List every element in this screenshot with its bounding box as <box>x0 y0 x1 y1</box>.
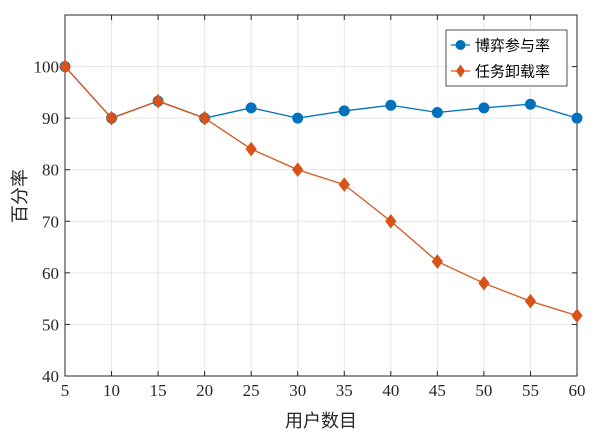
y-tick-label: 90 <box>42 109 59 128</box>
y-tick-label: 50 <box>42 315 59 334</box>
x-tick-label: 20 <box>196 381 213 400</box>
legend-marker-offload <box>456 64 465 78</box>
y-axis-title: 百分率 <box>10 169 31 223</box>
series-line-2 <box>64 66 578 317</box>
x-tick-label: 15 <box>150 381 167 400</box>
legend-marker-participation <box>455 40 466 50</box>
data-point-offload <box>431 254 443 269</box>
y-tick-label: 80 <box>42 161 59 180</box>
x-tick-label: 60 <box>569 381 586 400</box>
data-point-offload <box>199 110 211 126</box>
series <box>59 59 583 323</box>
x-tick-label: 55 <box>522 381 539 400</box>
x-tick-label: 5 <box>61 381 70 400</box>
data-point-participation <box>245 102 257 114</box>
data-point-participation <box>385 99 397 111</box>
y-tick-label: 70 <box>42 212 59 231</box>
data-point-offload <box>338 177 350 192</box>
legend-box <box>445 29 568 87</box>
data-point-offload <box>152 93 164 109</box>
data-point-offload <box>105 110 118 126</box>
data-point-participation <box>571 112 583 124</box>
data-point-offload <box>478 275 490 291</box>
data-point-offload <box>245 141 257 157</box>
data-point-offload <box>385 213 397 229</box>
y-tick-label: 100 <box>34 58 60 77</box>
x-axis-title: 用户数目 <box>285 411 357 432</box>
data-point-offload <box>59 59 71 74</box>
data-point-participation <box>431 106 443 118</box>
x-tick-label: 40 <box>382 381 399 400</box>
legend: 博弈参与率 任务卸载率 <box>445 29 568 87</box>
x-tick-label: 45 <box>429 381 446 400</box>
x-tick-label: 50 <box>475 381 492 400</box>
data-point-offload <box>571 308 583 323</box>
legend-label-participation: 博弈参与率 <box>475 37 550 55</box>
data-point-participation <box>338 105 350 117</box>
legend-label-offload: 任务卸载率 <box>475 63 550 81</box>
x-tick-label: 25 <box>243 381 260 400</box>
x-tick-label: 30 <box>289 381 306 400</box>
y-tick-label: 60 <box>42 264 59 283</box>
ticks: 5 10 15 20 25 30 35 40 45 50 55 60 40 50 60 70 80 90 100 <box>34 15 586 400</box>
data-point-participation <box>478 102 490 114</box>
plot-frame <box>64 14 578 377</box>
x-tick-label: 10 <box>103 381 120 400</box>
data-point-offload <box>524 293 537 309</box>
x-tick-label: 35 <box>336 381 353 400</box>
data-point-participation <box>292 112 304 124</box>
data-point-participation <box>524 98 536 110</box>
y-tick-label: 40 <box>42 367 59 386</box>
data-point-offload <box>292 162 304 178</box>
